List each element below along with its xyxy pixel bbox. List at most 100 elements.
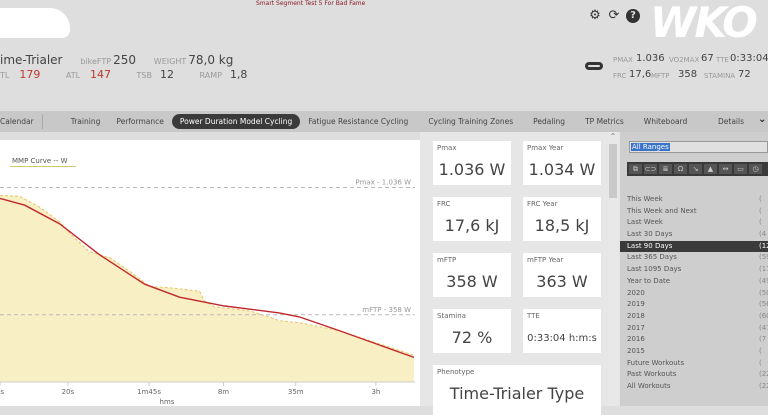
card-title: mFTP [437,256,457,264]
range-item[interactable]: Last 365 Days (59 [620,252,768,264]
tab-whiteboard[interactable]: Whiteboard [643,117,688,126]
chain-icon[interactable]: ⊂⊃ [644,164,657,174]
range-item[interactable]: 2018 (60 [620,311,768,323]
range-item[interactable]: This Week ( [620,194,768,206]
frc-label: FRC [613,72,627,80]
range-count: (56 [759,300,768,309]
scrollbar[interactable] [608,132,618,406]
atl-value: 147 [90,68,112,81]
range-item[interactable]: All Workouts (222 [620,381,768,393]
range-item[interactable]: Future Workouts ( [620,358,768,370]
refresh-icon[interactable]: ⟳ [608,8,620,23]
range-item[interactable]: 2016 (7 [620,334,768,346]
segment-title: Smart Segment Test 5 For Bad Fame [256,0,366,7]
card-title: mFTP Year [527,256,564,264]
ramp-label: RAMP [199,71,222,80]
card-value: Time-Trialer Type [449,384,585,403]
athlete-name-redacted [0,8,70,38]
tab-training-zones[interactable]: Cycling Training Zones [428,117,514,126]
tab-performance[interactable]: Performance [116,117,164,126]
range-item[interactable]: 2015 ( [620,346,768,358]
x-tick-label: 35m [288,388,304,396]
model-curve-line [0,197,415,359]
scroll-up-icon[interactable]: ^ [610,133,616,140]
tsb-value: 12 [160,68,174,81]
tab-fatigue-resistance[interactable]: Fatigue Resistance Cycling [308,117,409,126]
tab-training[interactable]: Training [70,117,101,126]
card-value: 17,6 kJ [444,216,500,235]
range-select[interactable]: All Ranges [629,141,768,153]
range-label: Last 365 Days [627,253,677,262]
range-label: 2019 [627,300,645,309]
range-item[interactable]: Last Week ( [620,217,768,229]
stamina-value: 72 [738,69,751,80]
reference-label: mFTP - 358 W [362,306,411,314]
range-item[interactable]: Last 30 Days (4 [620,229,768,241]
range-item[interactable]: 2020 (50 [620,288,768,300]
mmp-chart-panel: MMP Curve -- W Pmax - 1.036 W mFTP - 358 … [0,140,420,406]
range-count: ( [759,206,762,215]
metric-card: FRC 17,6 kJ [433,197,511,241]
range-label: Last Week [627,218,663,227]
mftp-value: 358 [678,69,698,80]
metric-card: Stamina 72 % [433,309,511,353]
range-count: (222 [759,382,768,390]
clock-icon[interactable]: ◷ [749,164,762,174]
vo2max-label: VO2MAX [669,56,700,64]
range-label: This Week and Next [627,206,697,215]
terrain-icon[interactable]: ▲ [704,164,717,174]
range-label: Future Workouts [627,358,685,367]
range-label: 2020 [627,288,645,297]
range-item[interactable]: 2019 (56 [620,299,768,311]
range-label: Past Workouts [627,370,677,379]
stamina-label: STAMINA [704,72,736,80]
filter-toolbar: ⧉ ⊂⊃ ≣ Ω ↘ ▲ ↔ ▭ ◷ [627,162,768,176]
nav-tabs: Calendar Training Performance Power Dura… [0,111,768,132]
x-tick-label: 5s [0,388,4,396]
ctl-label: TL [0,71,10,80]
range-item[interactable]: This Week and Next ( [620,206,768,218]
x-tick-label: 3h [371,388,380,396]
range-item[interactable]: Last 90 Days (12 [620,240,768,253]
range-count: (222 [759,370,768,379]
card-title: Phenotype [437,368,475,376]
weight-value: 78,0 kg [188,53,234,67]
x-axis-label: hms [160,398,175,406]
helmet-icon[interactable]: Ω [674,164,687,174]
range-list: This Week(This Week and Next(Last Week(L… [620,194,768,393]
range-item[interactable]: Last 1095 Days (178 [620,264,768,276]
vo2max-value: 67 [701,53,714,64]
tab-calendar[interactable]: Calendar [0,114,43,129]
range-count: (4 [759,230,767,239]
details-button[interactable]: Details [718,117,745,126]
inbox-icon[interactable]: ▭ [734,164,747,174]
tab-tp-metrics[interactable]: TP Metrics [585,117,624,126]
tab-pedaling[interactable]: Pedaling [533,117,566,126]
range-item[interactable]: Year to Date (49 [620,276,768,288]
mmp-curve-line [0,194,415,356]
tab-power-duration-model[interactable]: Power Duration Model Cycling [171,114,301,129]
shoe-icon[interactable]: ↘ [689,164,702,174]
range-count: (50 [759,288,768,297]
scrollbar-thumb[interactable] [609,144,617,198]
dumbbell-icon[interactable]: ↔ [719,164,732,174]
chain-icon [585,62,603,70]
gears-icon[interactable]: ⚙ [589,8,601,23]
range-label: Last 30 Days [627,230,673,239]
bikeftp-value: 250 [113,53,136,67]
card-value: 0:33:04 h:m:s [527,333,597,344]
copy-icon[interactable]: ⧉ [629,164,642,174]
weight-label: WEIGHT [153,57,187,66]
chevron-down-icon[interactable]: ⌄ [758,114,767,125]
range-item[interactable]: Past Workouts (222 [620,369,768,381]
card-title: FRC Year [527,200,558,208]
mmp-area [0,195,414,382]
chart-legend[interactable]: MMP Curve -- W [10,157,76,167]
list-icon[interactable]: ≣ [659,164,672,174]
range-label: Year to Date [627,276,671,285]
range-count: (59 [759,253,768,262]
range-count: ( [759,346,762,355]
help-icon[interactable]: ? [626,9,640,23]
range-item[interactable]: 2017 (47 [620,323,768,335]
metric-card: Phenotype Time-Trialer Type [433,365,601,415]
